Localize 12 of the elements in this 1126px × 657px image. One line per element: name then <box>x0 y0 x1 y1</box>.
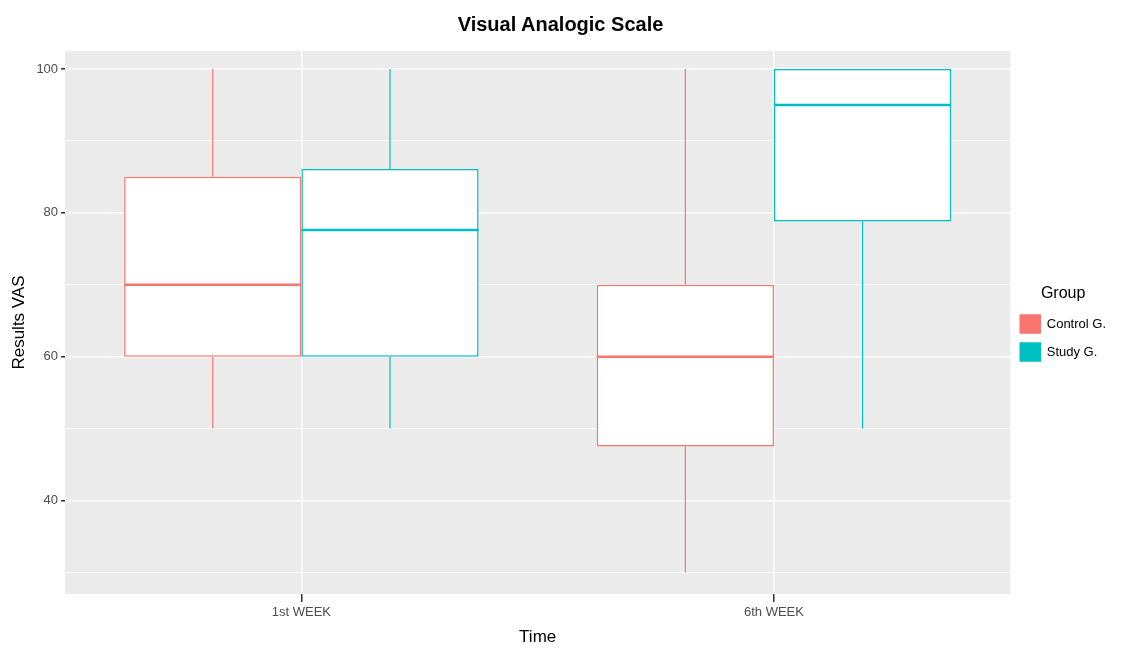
legend-label: Control G. <box>1046 315 1107 331</box>
x-axis-title: Time <box>519 627 557 647</box>
y-axis-title: Results VAS <box>8 275 28 370</box>
y-tick-label: 80 <box>43 204 59 220</box>
legend-title: Group <box>1040 284 1086 302</box>
chart-title: Visual Analogic Scale <box>457 12 664 35</box>
x-tick-label: 1st WEEK <box>271 604 332 620</box>
y-tick-label: 100 <box>36 60 59 76</box>
x-tick-label: 6th WEEK <box>743 604 805 620</box>
legend-label: Study G. <box>1046 343 1098 359</box>
y-tick-label: 40 <box>43 492 59 508</box>
y-tick-label: 60 <box>43 348 59 364</box>
